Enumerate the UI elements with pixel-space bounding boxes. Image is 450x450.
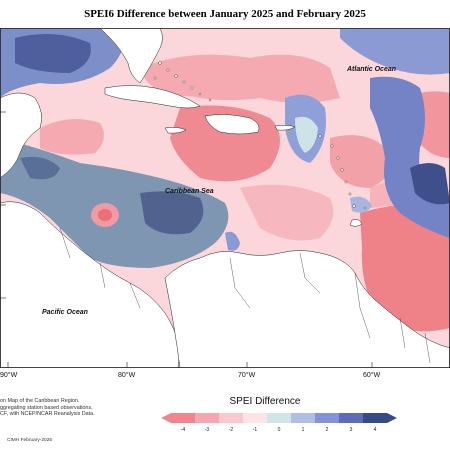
credits-line-3: CF, with NCEP/NCAR Reanalysis Data. [0, 411, 95, 418]
legend-swatch [339, 413, 364, 423]
land-yucatan [0, 92, 42, 179]
neutral-zone-atlantic [295, 116, 318, 153]
land-florida [99, 28, 163, 84]
legend-tick-label: 1 [302, 427, 305, 433]
longitude-label-60w: 60°W [363, 372, 381, 379]
positive-zone-maracaibo [225, 231, 240, 251]
land-cuba [104, 85, 201, 109]
negative-zone-venezuela-coast [240, 184, 334, 241]
longitude-label-80w: 80°W [118, 372, 136, 379]
color-legend: -4 -3 -2 -1 0 1 2 3 4 [159, 411, 399, 442]
latitude-ticks [0, 111, 6, 299]
longitude-label-90w: 90°W [0, 372, 18, 379]
land-hispaniola [204, 114, 260, 135]
positive-zone-atlantic-north [340, 28, 450, 75]
spei-map: Atlantic Ocean Caribbean Sea Pacific Oce… [0, 28, 450, 368]
legend-arrow-high [387, 413, 397, 423]
legend-tick-label: -1 [253, 427, 258, 433]
negative-core-inner [98, 209, 112, 221]
negative-zone-guianas [360, 204, 450, 332]
legend-swatch [171, 413, 196, 423]
positive-zone-caribbean-core [140, 191, 204, 235]
map-title: SPEI6 Difference between January 2025 an… [84, 8, 366, 20]
legend-swatch [219, 413, 244, 423]
legend-tick-label: -3 [205, 427, 210, 433]
land-trinidad [349, 219, 363, 227]
land-central-america [0, 201, 181, 368]
land-puerto-rico [274, 124, 296, 131]
positive-zone-trinidad [350, 196, 372, 213]
caribbean-sea-label: Caribbean Sea [165, 188, 214, 195]
land-jamaica [164, 127, 187, 134]
longitude-ticks [7, 362, 373, 368]
legend-tick-label: -2 [229, 427, 234, 433]
positive-zone-atlantic-core [410, 163, 450, 205]
positive-zone-gulf-core [15, 34, 91, 73]
legend-tick-label: 4 [374, 427, 377, 433]
land-south-america [164, 250, 450, 368]
footer-text: CIMH February-2025 [7, 438, 53, 443]
legend-tick-label: 0 [278, 427, 281, 433]
land-lesser-antilles [318, 134, 367, 210]
credits-line-2: ggregating station based observations, [0, 404, 93, 411]
atlantic-ocean-label: Atlantic Ocean [346, 66, 396, 73]
negative-zone-north [140, 54, 340, 103]
map-canvas: Atlantic Ocean Caribbean Sea Pacific Oce… [0, 28, 450, 368]
legend-swatch [267, 413, 292, 423]
negative-zone-gulf [40, 119, 104, 155]
legend-swatch [291, 413, 316, 423]
legend-colorbar: -4 -3 -2 -1 0 1 2 3 4 [161, 413, 397, 433]
pacific-ocean-label: Pacific Ocean [42, 309, 88, 316]
longitude-label-70w: 70°W [238, 372, 256, 379]
land-bahamas [153, 61, 212, 102]
legend-title: SPEI Difference [229, 396, 301, 407]
legend-swatch [363, 413, 388, 423]
country-borders [59, 227, 431, 364]
credits-line-1: on Map of the Caribbean Region. [0, 398, 80, 404]
credits-text: on Map of the Caribbean Region. ggregati… [0, 398, 95, 418]
negative-zone-east [330, 135, 391, 188]
legend-tick-label: -4 [181, 427, 186, 433]
legend-tick-label: 3 [350, 427, 353, 433]
legend-tick-label: 2 [326, 427, 329, 433]
legend-swatch [195, 413, 220, 423]
legend-arrow-low [161, 413, 171, 423]
positive-zone-yucatan [20, 156, 60, 180]
legend-swatch [315, 413, 340, 423]
legend-swatch [243, 413, 268, 423]
